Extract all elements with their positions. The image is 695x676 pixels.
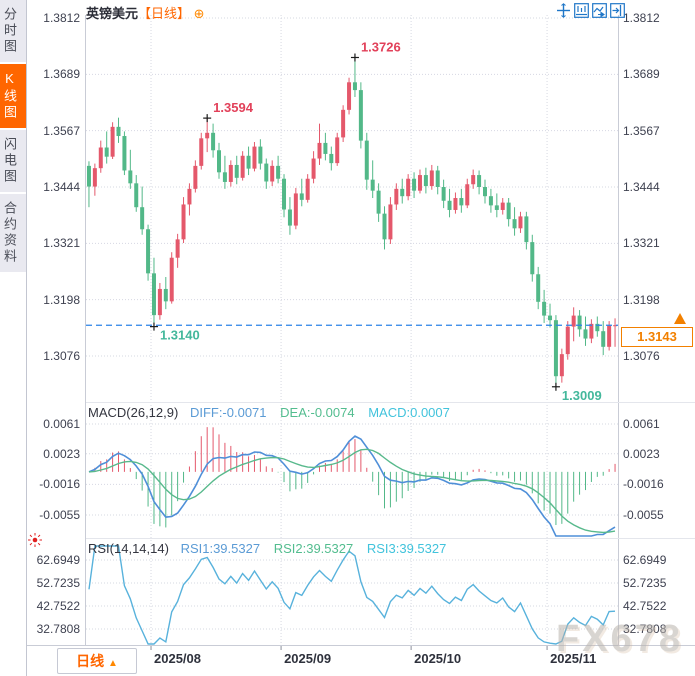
x-axis-month-label: 2025/11	[550, 651, 597, 666]
period-tag: 【日线】	[138, 6, 191, 21]
candles-layer	[86, 57, 618, 387]
fit-range-icon[interactable]	[574, 3, 589, 18]
axis-tick-label: -0.0055	[623, 508, 664, 522]
current-price-tag: 1.3143	[621, 327, 693, 348]
axis-tick-label: 0.0061	[43, 417, 80, 431]
macd-macd-value: MACD:0.0007	[368, 405, 450, 420]
axis-tick-label: 42.7522	[623, 598, 667, 613]
live-indicator-icon	[28, 533, 42, 547]
axis-tick-label: 32.7808	[623, 622, 667, 636]
period-selector-button[interactable]: 日线 ▲	[57, 648, 137, 674]
axis-tick-label: 1.3567	[43, 123, 80, 138]
macd-title: MACD(26,12,9)	[88, 405, 179, 420]
axis-tick-label: 1.3689	[43, 67, 80, 82]
axis-tick-label: 1.3444	[623, 180, 660, 194]
axis-tick-label: 1.3689	[623, 67, 660, 82]
axis-tick-label: 52.7235	[623, 576, 667, 590]
axis-tick-label: 0.0061	[623, 417, 660, 431]
current-price-value: 1.3143	[637, 329, 677, 345]
sidebar: 分时图 K线图 闪电图 合约资料	[0, 0, 27, 676]
price-annotation: 1.3726	[361, 39, 401, 54]
rsi-header: RSI(14,14,14) RSI1:39.5327 RSI2:39.5327 …	[88, 541, 446, 556]
axis-tick-label: 1.3321	[43, 236, 80, 251]
axis-tick-label: 1.3812	[43, 11, 80, 25]
axis-tick-label: 1.3812	[623, 11, 660, 25]
sidebar-item-label: 闪电图	[2, 137, 17, 185]
symbol-title: 英镑美元	[86, 6, 139, 21]
price-annotation: 1.3594	[213, 100, 254, 115]
sidebar-item-label: K线图	[2, 71, 17, 121]
axis-tick-label: 1.3076	[43, 349, 80, 363]
axis-tick-label: 62.6949	[623, 553, 667, 567]
annotations-layer: 1.3140 1.3594 1.3726 1.3009	[149, 39, 602, 403]
sidebar-item-timeline[interactable]: 分时图	[0, 0, 26, 62]
axis-tick-label: -0.0016	[39, 477, 80, 492]
axis-tick-label: 32.7808	[36, 622, 80, 636]
axis-tick-label: 52.7235	[36, 576, 80, 590]
axis-tick-label: 1.3076	[623, 349, 660, 363]
price-annotation: 1.3140	[160, 328, 200, 343]
period-label: 日线	[76, 653, 105, 669]
macd-diff-value: DIFF:-0.0071	[189, 405, 267, 420]
rsi3-value: RSI3:39.5327	[366, 541, 447, 556]
current-price-arrow-icon	[674, 313, 686, 325]
rsi-layer	[88, 545, 616, 645]
grid-layer	[86, 15, 618, 650]
axis-tick-label: 0.0023	[43, 446, 80, 461]
sidebar-item-kline[interactable]: K线图	[0, 64, 26, 128]
chart-toolbar	[556, 3, 625, 18]
axis-tick-label: -0.0016	[623, 477, 664, 492]
rsi2-value: RSI2:39.5327	[273, 541, 354, 556]
x-axis-month-label: 2025/08	[154, 651, 202, 666]
axis-tick-label: 62.6949	[36, 553, 80, 567]
crosshair-icon[interactable]	[556, 3, 571, 18]
axis-tick-label: 1.3198	[43, 292, 80, 307]
axis-tick-label: 1.3567	[623, 123, 660, 138]
sidebar-item-contract-info[interactable]: 合约资料	[0, 194, 26, 272]
axis-tick-label: 1.3444	[43, 180, 80, 194]
chart-header: 英镑美元【日线】 ⊕	[86, 3, 205, 22]
x-axis-month-label: 2025/10	[414, 651, 462, 666]
price-annotation: 1.3009	[562, 388, 602, 403]
sidebar-item-label: 分时图	[2, 7, 17, 55]
axis-tick-label: 1.3198	[623, 292, 660, 307]
axis-tick-label: -0.0055	[39, 508, 80, 522]
rsi-title: RSI(14,14,14)	[88, 541, 169, 556]
rsi1-value: RSI1:39.5327	[180, 541, 261, 556]
sidebar-item-lightning[interactable]: 闪电图	[0, 130, 26, 192]
exit-icon[interactable]	[610, 3, 625, 18]
chevron-up-icon: ▲	[107, 658, 118, 669]
macd-layer	[88, 427, 616, 537]
go-latest-icon[interactable]	[592, 3, 607, 18]
axis-tick-label: 42.7522	[36, 598, 80, 613]
x-axis-month-label: 2025/09	[284, 651, 332, 666]
macd-dea-value: DEA:-0.0074	[280, 405, 355, 420]
axis-tick-label: 0.0023	[623, 446, 660, 461]
macd-header: MACD(26,12,9) DIFF:-0.0071 DEA:-0.0074 M…	[88, 405, 450, 420]
expand-icon[interactable]: ⊕	[193, 6, 205, 21]
sidebar-item-label: 合约资料	[2, 201, 17, 265]
axis-tick-label: 1.3321	[623, 236, 660, 251]
